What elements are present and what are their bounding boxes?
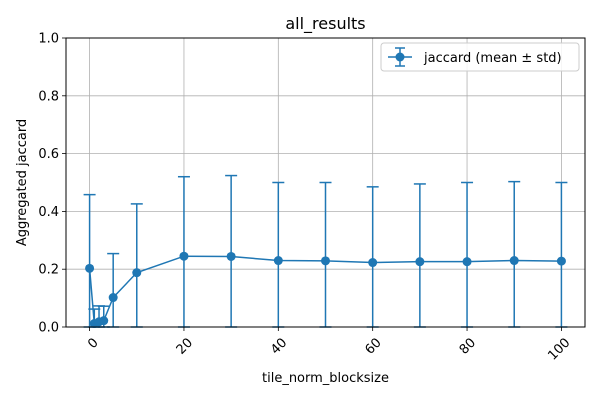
legend-box xyxy=(380,42,580,72)
x-tick-label: 20 xyxy=(174,335,196,357)
y-tick-label: 0.4 xyxy=(38,205,59,220)
y-tick-label: 0.8 xyxy=(38,89,59,104)
data-point xyxy=(179,251,189,261)
legend-marker xyxy=(388,47,412,67)
data-point xyxy=(99,316,109,326)
plot-frame xyxy=(65,37,586,328)
legend-label: jaccard (mean ± std) xyxy=(423,51,562,66)
x-tick-label: 80 xyxy=(457,335,479,357)
y-tick-label: 0.0 xyxy=(38,321,59,336)
y-tick-label: 0.6 xyxy=(38,147,59,162)
data-point xyxy=(462,257,472,267)
data-point xyxy=(321,256,330,266)
data-point xyxy=(556,256,566,266)
error-bars xyxy=(83,174,568,328)
data-point xyxy=(85,263,95,273)
axis-ticks: 0 20 40 60 80 100 0.0 0.2 0.4 0.6 0.8 1.0 xyxy=(38,32,573,364)
x-tick-label: 40 xyxy=(268,335,290,357)
data-point xyxy=(226,251,236,261)
data-point xyxy=(415,257,425,267)
data-points xyxy=(85,251,566,329)
data-point xyxy=(108,293,118,303)
y-tick-label: 1.0 xyxy=(38,32,59,47)
data-point xyxy=(132,268,142,278)
legend: jaccard (mean ± std) xyxy=(380,42,580,72)
x-tick-label: 100 xyxy=(545,335,573,363)
legend-dot xyxy=(395,52,405,62)
data-point xyxy=(368,258,378,268)
data-point xyxy=(509,256,519,266)
chart-title: all_results xyxy=(285,14,365,34)
x-tick-label: 60 xyxy=(362,335,384,357)
data-point xyxy=(273,256,283,266)
y-tick-label: 0.2 xyxy=(38,263,59,278)
x-tick-label: 0 xyxy=(85,335,101,351)
x-axis-label: tile_norm_blocksize xyxy=(262,371,389,386)
y-axis-label: Aggregated jaccard xyxy=(15,119,30,246)
